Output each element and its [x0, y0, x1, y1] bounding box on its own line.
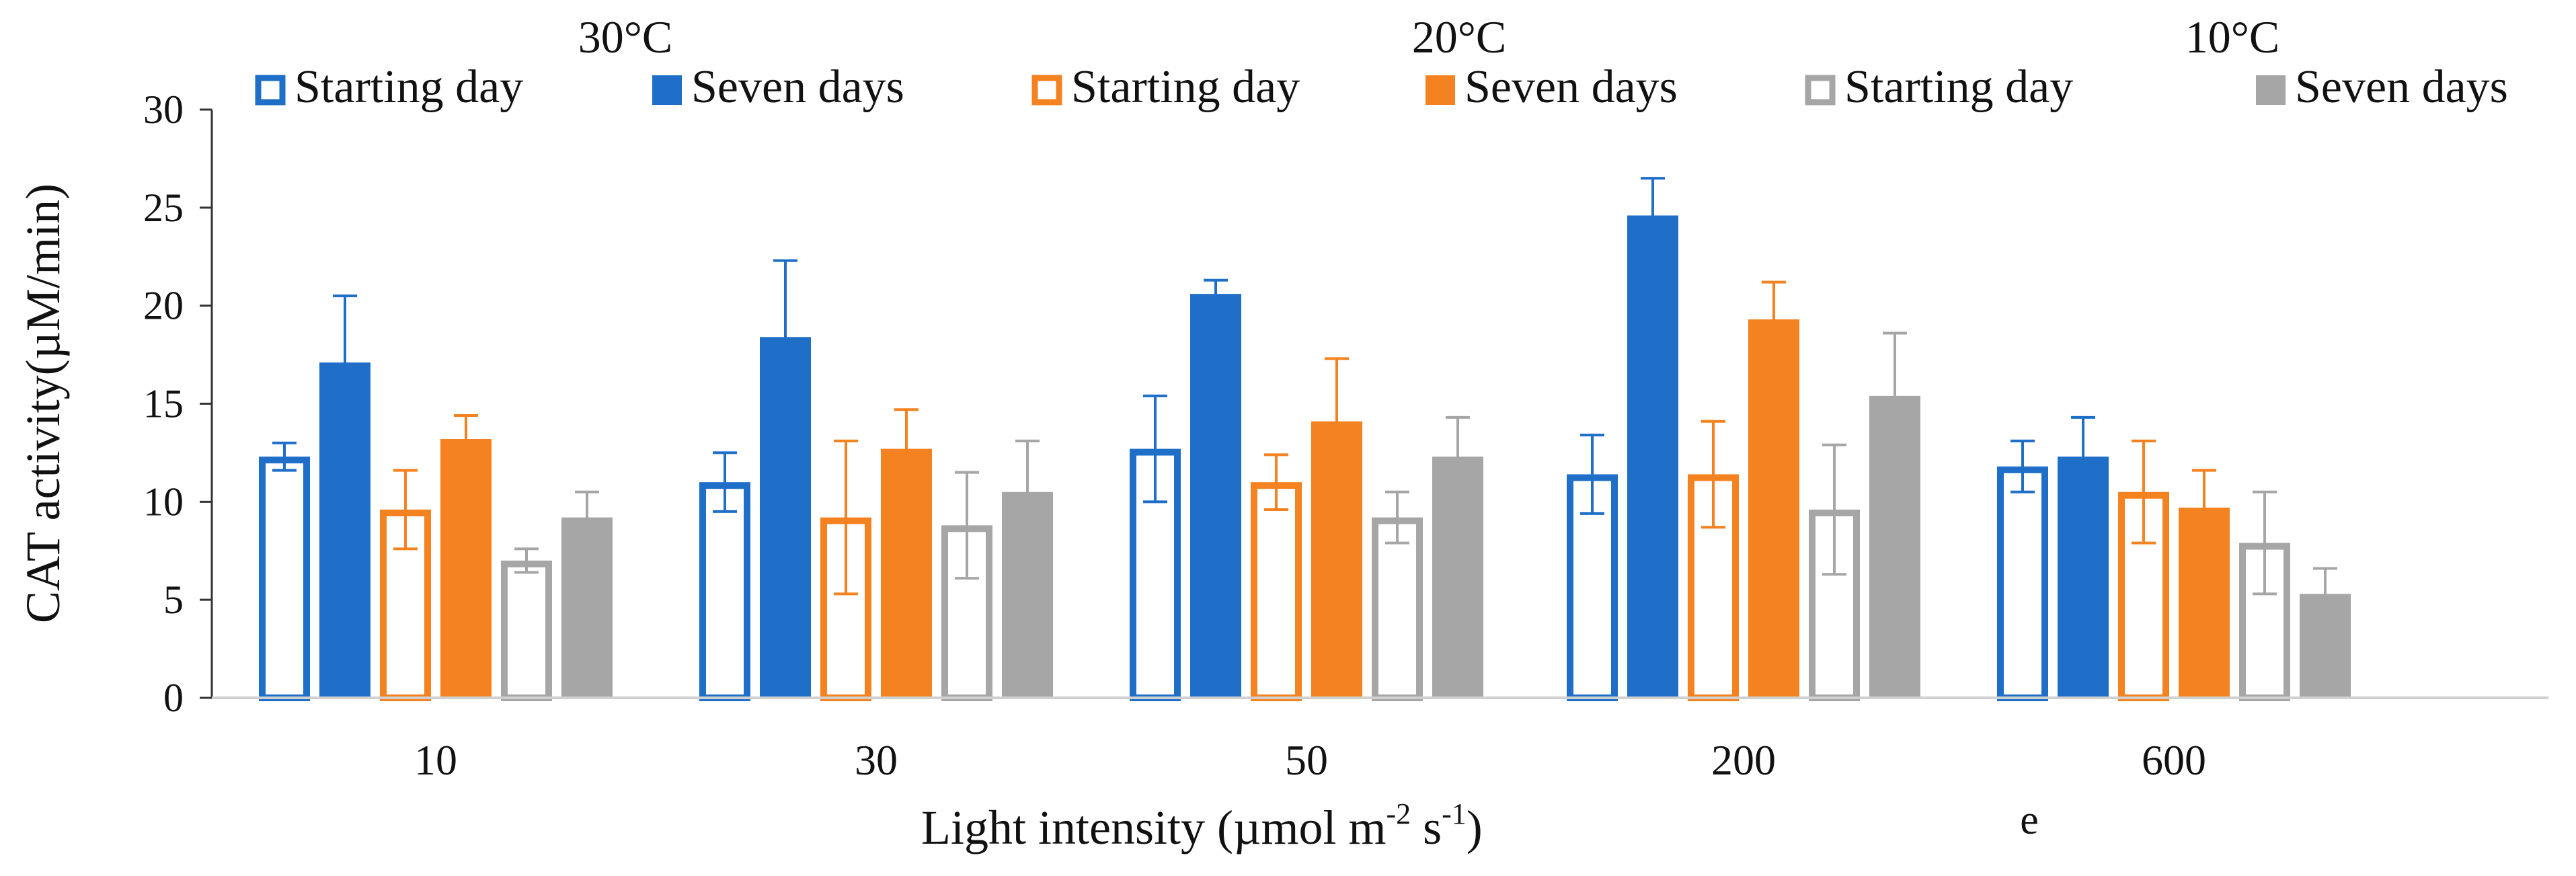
legend: Starting day Seven days Starting day Seven …: [255, 11, 2508, 113]
x-tick-label: 30: [855, 736, 898, 784]
bars: [259, 215, 2351, 702]
bar: [1997, 466, 2048, 701]
x-axis-title: Light intensity (µmol m-2 s-1): [921, 797, 1483, 854]
x-axis-title-sup2: -1: [1442, 797, 1467, 830]
x-tick-label: 600: [2142, 736, 2206, 784]
legend-label: Seven days: [2295, 61, 2508, 113]
bar: [561, 517, 613, 698]
y-tick-label: 15: [143, 382, 184, 426]
y-tick-label: 30: [143, 87, 184, 132]
legend-swatch: [255, 75, 286, 106]
temperature-label: 10°C: [2185, 11, 2280, 63]
y-tick-label: 20: [143, 284, 184, 328]
x-axis-title-mid: s: [1411, 801, 1442, 854]
legend-swatch: [2256, 75, 2286, 105]
bar: [1251, 482, 1302, 702]
bar: [440, 439, 492, 698]
bar: [1748, 319, 1799, 698]
bar: [699, 482, 750, 702]
legend-swatch: [652, 75, 682, 105]
legend-swatch: [1805, 75, 1836, 106]
bar: [1627, 215, 1678, 698]
legend-swatch: [1426, 75, 1455, 105]
y-tick-label: 10: [143, 479, 184, 524]
x-axis-title-end: ): [1467, 801, 1483, 854]
legend-label: Starting day: [1844, 61, 2073, 113]
y-axis-title: CAT activity(µM/min): [16, 184, 70, 623]
y-tick-label: 5: [163, 578, 184, 622]
y-axis: 0 5 10 15 20 25 30: [143, 87, 213, 720]
y-tick-label: 0: [163, 676, 184, 720]
temperature-label: 30°C: [578, 11, 673, 63]
x-tick-label: 200: [1711, 736, 1776, 784]
bar: [881, 448, 932, 698]
bar: [501, 560, 552, 701]
temperature-label: 20°C: [1412, 11, 1507, 63]
panel-letter: e: [2020, 797, 2039, 843]
legend-label: Seven days: [691, 61, 904, 113]
y-tick-label: 25: [143, 186, 184, 230]
legend-label: Starting day: [1071, 61, 1300, 113]
legend-swatch: [1031, 75, 1062, 106]
x-axis: 10 30 50 200 600: [212, 696, 2548, 784]
legend-label: Seven days: [1465, 61, 1678, 113]
x-axis-title-main: Light intensity (µmol m: [921, 801, 1386, 854]
legend-label: Starting day: [295, 61, 523, 113]
x-tick-label: 10: [414, 736, 457, 784]
bar: [1190, 294, 1241, 699]
x-tick-label: 50: [1285, 736, 1328, 784]
x-axis-title-sup1: -2: [1386, 797, 1411, 830]
bar: [1372, 517, 1423, 702]
error-bars: [272, 177, 2337, 621]
bar: [259, 456, 310, 701]
